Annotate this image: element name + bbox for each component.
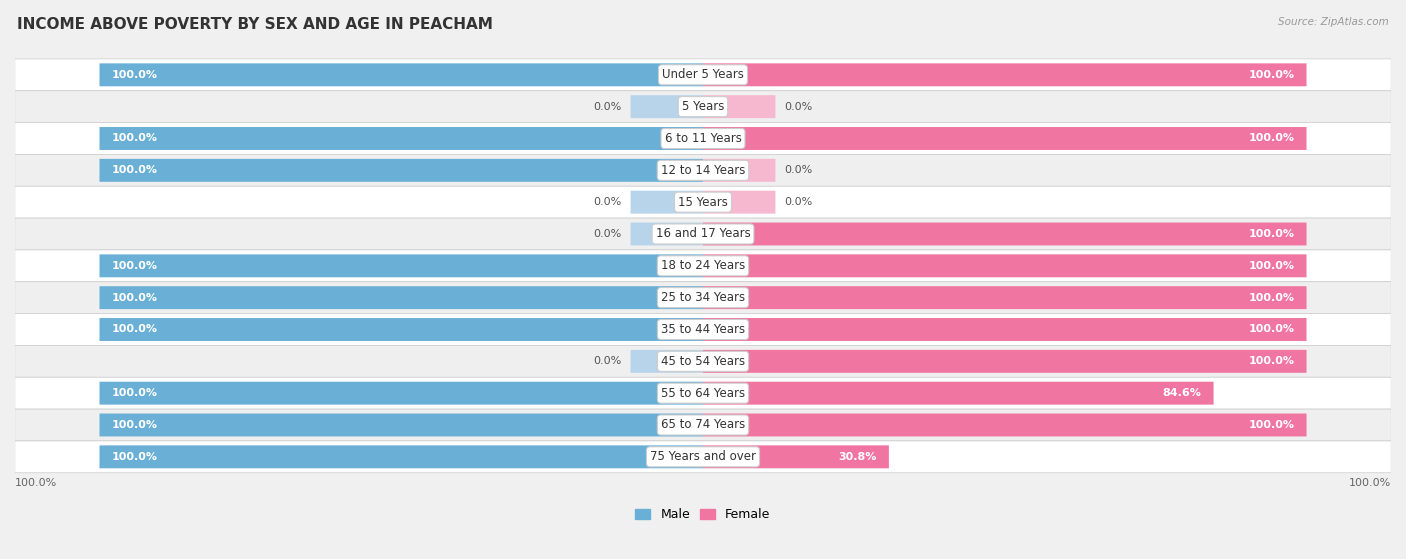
Text: Source: ZipAtlas.com: Source: ZipAtlas.com — [1278, 17, 1389, 27]
Text: 35 to 44 Years: 35 to 44 Years — [661, 323, 745, 336]
Text: 100.0%: 100.0% — [111, 134, 157, 144]
Text: 100.0%: 100.0% — [1348, 477, 1391, 487]
FancyBboxPatch shape — [15, 345, 1391, 377]
Text: 100.0%: 100.0% — [1249, 70, 1295, 80]
Text: 12 to 14 Years: 12 to 14 Years — [661, 164, 745, 177]
Text: 65 to 74 Years: 65 to 74 Years — [661, 419, 745, 432]
FancyBboxPatch shape — [703, 414, 1306, 437]
Text: 100.0%: 100.0% — [111, 165, 157, 176]
FancyBboxPatch shape — [100, 63, 703, 86]
FancyBboxPatch shape — [100, 254, 703, 277]
Text: 75 Years and over: 75 Years and over — [650, 451, 756, 463]
FancyBboxPatch shape — [100, 286, 703, 309]
Text: 100.0%: 100.0% — [1249, 324, 1295, 334]
FancyBboxPatch shape — [703, 95, 776, 118]
FancyBboxPatch shape — [15, 409, 1391, 441]
FancyBboxPatch shape — [703, 286, 1306, 309]
Text: 25 to 34 Years: 25 to 34 Years — [661, 291, 745, 304]
Text: 45 to 54 Years: 45 to 54 Years — [661, 355, 745, 368]
Text: 55 to 64 Years: 55 to 64 Years — [661, 387, 745, 400]
Text: 0.0%: 0.0% — [785, 102, 813, 112]
FancyBboxPatch shape — [100, 318, 703, 341]
FancyBboxPatch shape — [630, 95, 703, 118]
Text: 100.0%: 100.0% — [111, 70, 157, 80]
FancyBboxPatch shape — [630, 222, 703, 245]
Text: 100.0%: 100.0% — [1249, 420, 1295, 430]
Text: 100.0%: 100.0% — [111, 388, 157, 398]
FancyBboxPatch shape — [15, 250, 1391, 282]
Text: 6 to 11 Years: 6 to 11 Years — [665, 132, 741, 145]
FancyBboxPatch shape — [15, 218, 1391, 250]
Text: 0.0%: 0.0% — [593, 197, 621, 207]
FancyBboxPatch shape — [703, 382, 1213, 405]
Text: 100.0%: 100.0% — [1249, 134, 1295, 144]
FancyBboxPatch shape — [15, 122, 1391, 154]
Text: 100.0%: 100.0% — [1249, 229, 1295, 239]
Text: 100.0%: 100.0% — [111, 293, 157, 302]
FancyBboxPatch shape — [100, 127, 703, 150]
FancyBboxPatch shape — [703, 159, 776, 182]
Text: 0.0%: 0.0% — [785, 197, 813, 207]
FancyBboxPatch shape — [15, 314, 1391, 345]
Text: 100.0%: 100.0% — [1249, 261, 1295, 271]
FancyBboxPatch shape — [703, 191, 776, 214]
FancyBboxPatch shape — [15, 59, 1391, 91]
Text: 0.0%: 0.0% — [593, 356, 621, 366]
Text: 84.6%: 84.6% — [1163, 388, 1202, 398]
FancyBboxPatch shape — [630, 350, 703, 373]
FancyBboxPatch shape — [703, 318, 1306, 341]
Text: 0.0%: 0.0% — [593, 229, 621, 239]
FancyBboxPatch shape — [15, 377, 1391, 409]
Text: Under 5 Years: Under 5 Years — [662, 68, 744, 81]
Text: 0.0%: 0.0% — [785, 165, 813, 176]
FancyBboxPatch shape — [100, 159, 703, 182]
Text: 0.0%: 0.0% — [593, 102, 621, 112]
FancyBboxPatch shape — [15, 282, 1391, 314]
FancyBboxPatch shape — [630, 191, 703, 214]
Text: 100.0%: 100.0% — [111, 420, 157, 430]
FancyBboxPatch shape — [100, 446, 703, 468]
FancyBboxPatch shape — [703, 63, 1306, 86]
FancyBboxPatch shape — [100, 414, 703, 437]
FancyBboxPatch shape — [15, 91, 1391, 122]
FancyBboxPatch shape — [703, 254, 1306, 277]
FancyBboxPatch shape — [15, 186, 1391, 218]
Text: 100.0%: 100.0% — [1249, 356, 1295, 366]
FancyBboxPatch shape — [703, 350, 1306, 373]
FancyBboxPatch shape — [15, 154, 1391, 186]
Text: 100.0%: 100.0% — [111, 324, 157, 334]
FancyBboxPatch shape — [703, 446, 889, 468]
FancyBboxPatch shape — [703, 222, 1306, 245]
Text: 100.0%: 100.0% — [111, 261, 157, 271]
Text: 18 to 24 Years: 18 to 24 Years — [661, 259, 745, 272]
Text: 30.8%: 30.8% — [838, 452, 877, 462]
FancyBboxPatch shape — [100, 382, 703, 405]
Text: 16 and 17 Years: 16 and 17 Years — [655, 228, 751, 240]
Text: 100.0%: 100.0% — [1249, 293, 1295, 302]
FancyBboxPatch shape — [703, 127, 1306, 150]
Text: 100.0%: 100.0% — [15, 477, 58, 487]
Text: 5 Years: 5 Years — [682, 100, 724, 113]
Text: 100.0%: 100.0% — [111, 452, 157, 462]
FancyBboxPatch shape — [15, 441, 1391, 473]
Legend: Male, Female: Male, Female — [630, 503, 776, 527]
Text: INCOME ABOVE POVERTY BY SEX AND AGE IN PEACHAM: INCOME ABOVE POVERTY BY SEX AND AGE IN P… — [17, 17, 492, 32]
Text: 15 Years: 15 Years — [678, 196, 728, 209]
